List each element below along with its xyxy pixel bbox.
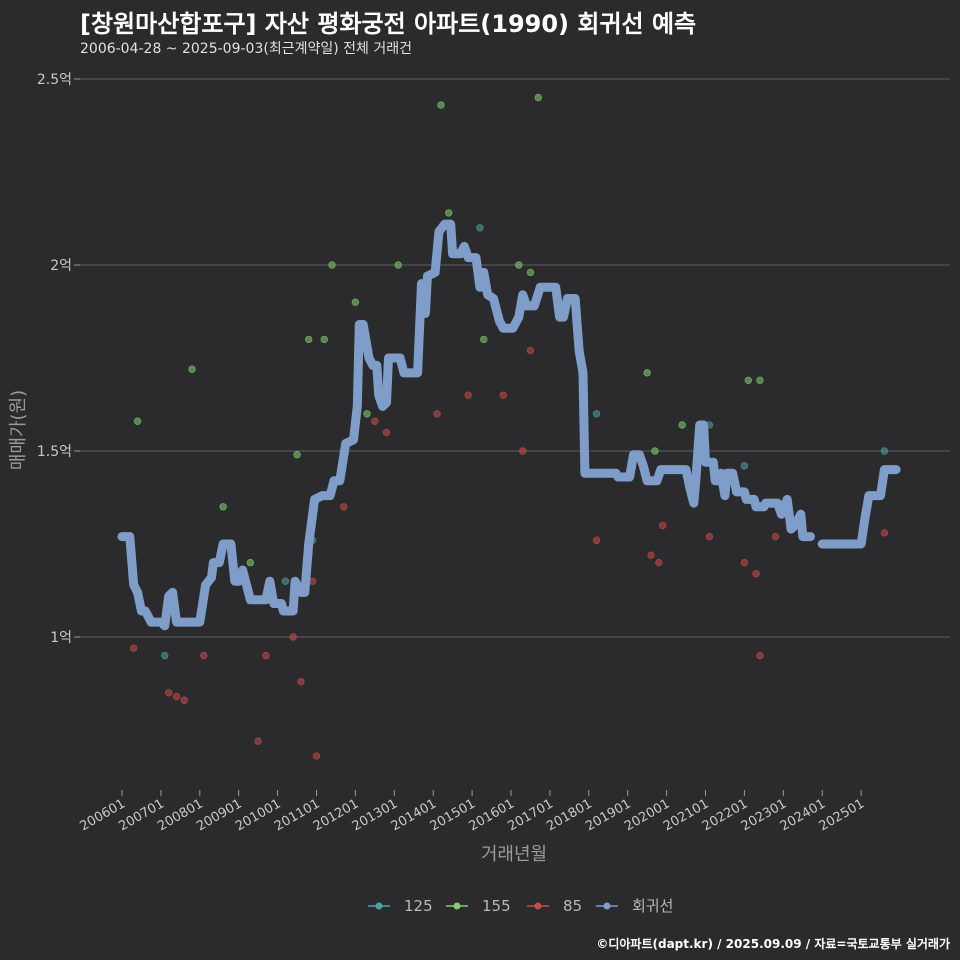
data-point-85 — [659, 521, 667, 530]
legend: 125 155 85 회귀선 — [368, 897, 673, 915]
data-point-155 — [651, 447, 659, 455]
data-point-85 — [312, 752, 321, 760]
y-axis-ticks: 1억 1.5억 2억 2.5억 — [37, 72, 80, 646]
scatter-points — [129, 93, 889, 760]
legend-marker-155 — [453, 902, 461, 910]
data-point-85 — [164, 689, 173, 697]
data-point-85 — [499, 391, 507, 399]
data-point-85 — [289, 633, 297, 641]
data-point-155 — [246, 558, 255, 567]
data-point-85 — [297, 677, 305, 686]
data-point-155 — [328, 261, 336, 269]
legend-label-155: 155 — [482, 897, 511, 915]
regression-line — [117, 219, 815, 631]
data-point-155 — [515, 261, 523, 269]
data-point-85 — [180, 696, 188, 704]
data-point-155 — [534, 93, 542, 102]
x-axis-title: 거래년월 — [481, 844, 547, 865]
data-point-85 — [592, 536, 601, 544]
legend-marker-125 — [375, 902, 383, 910]
data-point-85 — [655, 558, 663, 567]
data-point-85 — [752, 570, 760, 578]
data-point-155 — [351, 298, 360, 306]
data-point-125 — [476, 224, 484, 232]
data-point-155 — [526, 268, 535, 277]
data-point-85 — [771, 532, 780, 541]
regression-line — [817, 465, 901, 549]
data-point-125 — [592, 410, 601, 418]
data-point-85 — [705, 532, 714, 541]
data-point-155 — [744, 376, 752, 385]
data-point-85 — [382, 428, 391, 437]
regression-lines — [117, 219, 901, 631]
data-point-155 — [480, 335, 488, 344]
data-point-155 — [394, 261, 402, 269]
data-point-155 — [756, 376, 764, 385]
data-point-85 — [340, 503, 348, 511]
data-point-125 — [281, 577, 290, 585]
data-point-85 — [518, 447, 527, 455]
data-point-85 — [199, 651, 208, 660]
data-point-155 — [363, 410, 371, 418]
data-point-125 — [740, 462, 749, 470]
data-point-85 — [433, 410, 441, 418]
data-point-85 — [880, 529, 889, 537]
y-tick-label: 1억 — [50, 630, 72, 646]
data-point-155 — [678, 421, 686, 429]
y-tick-label: 1.5억 — [37, 444, 72, 460]
data-point-85 — [740, 558, 749, 567]
gridlines — [80, 78, 950, 638]
data-point-125 — [161, 651, 169, 660]
chart-title: [창원마산합포구] 자산 평화궁전 아파트(1990) 회귀선 예측 — [80, 10, 697, 38]
data-point-155 — [437, 101, 445, 109]
x-axis-ticks: 2006012007012008012009012010012011012012… — [78, 790, 867, 834]
legend-marker-회귀선 — [603, 902, 611, 910]
data-point-155 — [219, 503, 227, 511]
data-point-85 — [262, 651, 270, 660]
legend-label-125: 125 — [404, 897, 433, 915]
data-point-85 — [464, 391, 472, 399]
data-point-85 — [254, 737, 262, 745]
chart-subtitle: 2006-04-28 ~ 2025-09-03(최근계약일) 전체 거래건 — [80, 41, 412, 57]
data-point-155 — [305, 335, 313, 344]
data-point-155 — [133, 417, 142, 425]
data-point-155 — [188, 365, 196, 373]
data-point-85 — [647, 551, 655, 559]
data-point-125 — [880, 447, 889, 455]
data-point-155 — [643, 369, 651, 377]
data-point-85 — [756, 651, 764, 660]
data-point-155 — [320, 335, 328, 344]
data-point-85 — [526, 346, 535, 355]
data-point-85 — [129, 644, 138, 652]
y-tick-label: 2.5억 — [37, 72, 72, 88]
data-point-155 — [445, 209, 453, 217]
data-point-85 — [172, 692, 181, 701]
y-tick-label: 2억 — [50, 258, 72, 274]
legend-marker-85 — [534, 902, 542, 910]
data-point-85 — [371, 417, 379, 425]
footer-credit: ©디아파트(dapt.kr) / 2025.09.09 / 자료=국토교통부 실… — [596, 937, 950, 951]
y-axis-title: 매매가(원) — [8, 390, 29, 470]
data-point-155 — [293, 451, 301, 459]
x-tick-label: 202501 — [817, 796, 867, 834]
legend-label-회귀선: 회귀선 — [632, 897, 673, 915]
legend-label-85: 85 — [563, 897, 582, 915]
